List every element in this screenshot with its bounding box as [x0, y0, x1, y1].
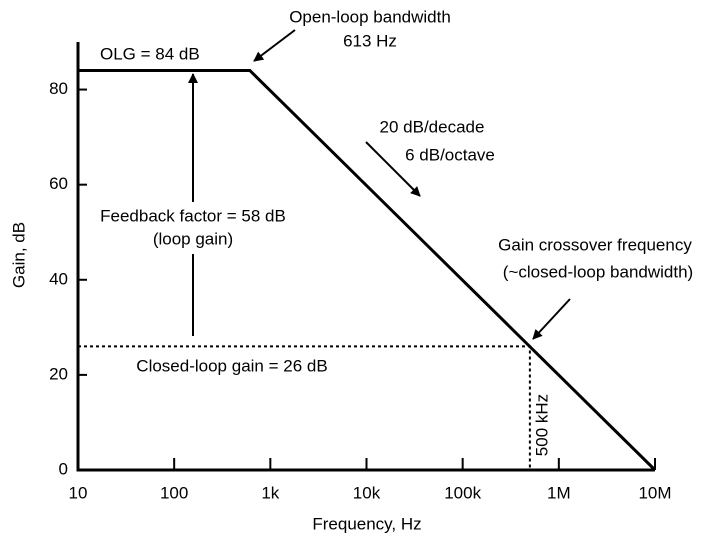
annotation: 6 dB/octave	[405, 145, 495, 164]
annotation: 20 dB/decade	[380, 117, 485, 136]
x-axis-label: Frequency, Hz	[312, 514, 421, 533]
series-line	[78, 69, 657, 472]
arrow	[532, 298, 571, 340]
x-tick-label: 1k	[261, 483, 279, 502]
arrow	[253, 29, 296, 62]
annotation: 613 Hz	[343, 31, 397, 50]
axes	[76, 42, 655, 472]
annotation: (~closed-loop bandwidth)	[503, 262, 693, 281]
label-background	[96, 202, 292, 254]
y-tick-label: 20	[49, 364, 68, 383]
x-tick-label: 100	[160, 483, 188, 502]
y-tick-label: 80	[49, 79, 68, 98]
annotation: (loop gain)	[153, 229, 233, 248]
annotation: Open-loop bandwidth	[289, 7, 451, 26]
annotation: Feedback factor = 58 dB	[100, 206, 286, 225]
x-tick-label: 10M	[638, 483, 671, 502]
annotation: Closed-loop gain = 26 dB	[136, 356, 327, 375]
y-axis-label: Gain, dB	[9, 222, 28, 288]
arrow	[365, 141, 421, 197]
annotation: OLG = 84 dB	[100, 44, 200, 63]
x-tick-label: 1M	[547, 483, 571, 502]
y-tick-label: 40	[49, 269, 68, 288]
x-tick-label: 10	[69, 483, 88, 502]
x-tick-label: 10k	[353, 483, 381, 502]
series-line	[78, 345, 531, 470]
x-tick-label: 100k	[444, 483, 481, 502]
annotation: Gain crossover frequency	[498, 235, 692, 254]
y-tick-label: 60	[49, 174, 68, 193]
y-tick-label: 0	[59, 459, 68, 478]
annotation: 500 kHz	[532, 394, 551, 456]
